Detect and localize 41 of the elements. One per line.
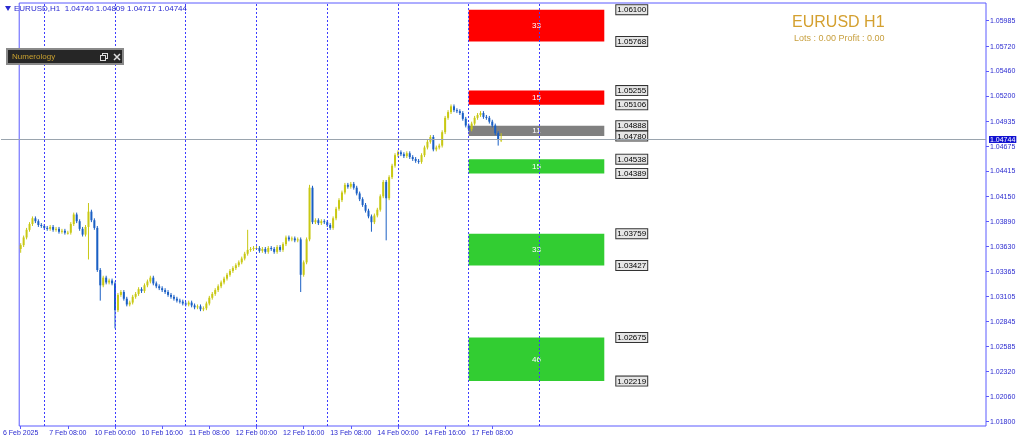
annotation: 1.05255 xyxy=(617,86,647,96)
annotation: 1.05106 xyxy=(617,100,647,110)
window-panel: Numerology xyxy=(6,48,124,65)
annotation: 1.03759 xyxy=(617,229,647,239)
candlestick xyxy=(164,287,167,295)
candlestick xyxy=(228,268,231,278)
candlestick xyxy=(226,272,229,282)
candlestick xyxy=(55,226,58,233)
band-label: 11 xyxy=(532,126,542,136)
candlestick xyxy=(246,229,249,257)
text: Lots : 0.00 Profit : 0.00 xyxy=(793,32,885,43)
candlestick xyxy=(287,235,290,242)
candlestick xyxy=(455,107,458,114)
annotation: 1.04888 xyxy=(617,121,647,131)
band-label: 15 xyxy=(532,93,542,103)
candlestick xyxy=(290,236,293,242)
text: EURUSD H1 xyxy=(792,12,885,30)
candlestick xyxy=(60,228,63,235)
annotation: 1.04780 xyxy=(617,131,647,141)
candlestick xyxy=(279,244,282,253)
candlestick xyxy=(52,224,55,233)
candlestick xyxy=(116,292,119,313)
annotation: 1.02219 xyxy=(617,376,647,386)
candlestick xyxy=(58,226,60,235)
annotation: 1.05768 xyxy=(617,36,647,46)
candlestick xyxy=(167,289,170,298)
annotation: 1.02675 xyxy=(617,332,647,342)
candlestick xyxy=(234,262,237,271)
candlestick xyxy=(175,296,178,304)
annotation: 1.04538 xyxy=(617,154,647,164)
candlestick xyxy=(399,149,402,157)
candlestick xyxy=(63,228,66,236)
annotation: EURUSD,H1 1.04740 1.04809 1.04717 1.04744 xyxy=(14,4,188,13)
candlestick xyxy=(402,151,405,159)
candlestick xyxy=(385,179,388,241)
annotation: 1.04389 xyxy=(617,168,647,178)
candlestick xyxy=(231,265,234,274)
annotation: Numerology xyxy=(12,52,56,61)
annotation: 1.06100 xyxy=(617,5,647,15)
annotation: 1.03427 xyxy=(617,261,647,271)
candlestick xyxy=(346,182,349,190)
